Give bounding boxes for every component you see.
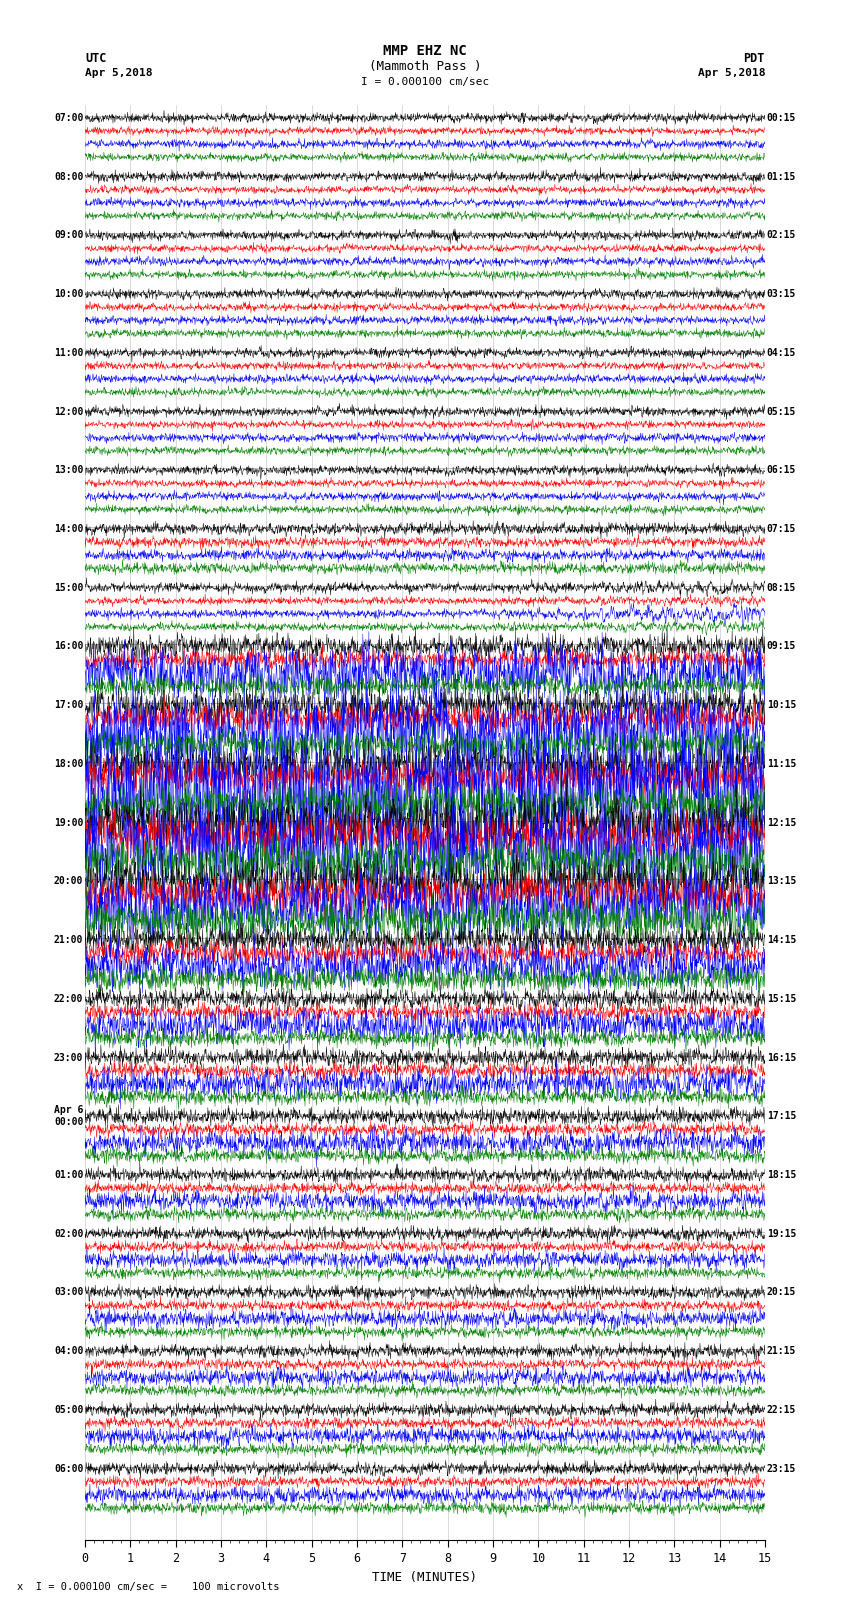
Text: 21:15: 21:15	[767, 1347, 796, 1357]
Text: 22:00: 22:00	[54, 994, 83, 1003]
Text: 06:00: 06:00	[54, 1463, 83, 1474]
Text: 12:00: 12:00	[54, 406, 83, 416]
Text: 05:15: 05:15	[767, 406, 796, 416]
Text: 15:00: 15:00	[54, 582, 83, 592]
Text: 06:15: 06:15	[767, 465, 796, 476]
Text: 10:00: 10:00	[54, 289, 83, 298]
Text: 05:00: 05:00	[54, 1405, 83, 1415]
Text: 23:00: 23:00	[54, 1053, 83, 1063]
Text: x  I = 0.000100 cm/sec =    100 microvolts: x I = 0.000100 cm/sec = 100 microvolts	[17, 1582, 280, 1592]
Text: Apr 5,2018: Apr 5,2018	[85, 68, 152, 77]
Text: Apr 5,2018: Apr 5,2018	[698, 68, 765, 77]
Text: 23:15: 23:15	[767, 1463, 796, 1474]
Text: 12:15: 12:15	[767, 818, 796, 827]
Text: 22:15: 22:15	[767, 1405, 796, 1415]
Text: 00:15: 00:15	[767, 113, 796, 123]
Text: 14:15: 14:15	[767, 936, 796, 945]
Text: 18:15: 18:15	[767, 1169, 796, 1181]
Text: 19:15: 19:15	[767, 1229, 796, 1239]
Text: 17:00: 17:00	[54, 700, 83, 710]
Text: 16:15: 16:15	[767, 1053, 796, 1063]
Text: 14:00: 14:00	[54, 524, 83, 534]
Text: 18:00: 18:00	[54, 758, 83, 769]
X-axis label: TIME (MINUTES): TIME (MINUTES)	[372, 1571, 478, 1584]
Text: 03:00: 03:00	[54, 1287, 83, 1297]
Text: (Mammoth Pass ): (Mammoth Pass )	[369, 60, 481, 73]
Text: 09:15: 09:15	[767, 642, 796, 652]
Text: PDT: PDT	[744, 52, 765, 65]
Text: 20:00: 20:00	[54, 876, 83, 887]
Text: 04:15: 04:15	[767, 348, 796, 358]
Text: 21:00: 21:00	[54, 936, 83, 945]
Text: Apr 6
00:00: Apr 6 00:00	[54, 1105, 83, 1127]
Text: 19:00: 19:00	[54, 818, 83, 827]
Text: 13:15: 13:15	[767, 876, 796, 887]
Text: 01:00: 01:00	[54, 1169, 83, 1181]
Text: 20:15: 20:15	[767, 1287, 796, 1297]
Text: UTC: UTC	[85, 52, 106, 65]
Text: 02:00: 02:00	[54, 1229, 83, 1239]
Text: 11:15: 11:15	[767, 758, 796, 769]
Text: 02:15: 02:15	[767, 231, 796, 240]
Text: 08:15: 08:15	[767, 582, 796, 592]
Text: 11:00: 11:00	[54, 348, 83, 358]
Text: 07:15: 07:15	[767, 524, 796, 534]
Text: MMP EHZ NC: MMP EHZ NC	[383, 44, 467, 58]
Text: 01:15: 01:15	[767, 171, 796, 182]
Text: 17:15: 17:15	[767, 1111, 796, 1121]
Text: 10:15: 10:15	[767, 700, 796, 710]
Text: 03:15: 03:15	[767, 289, 796, 298]
Text: I = 0.000100 cm/sec: I = 0.000100 cm/sec	[361, 77, 489, 87]
Text: 08:00: 08:00	[54, 171, 83, 182]
Text: 15:15: 15:15	[767, 994, 796, 1003]
Text: 07:00: 07:00	[54, 113, 83, 123]
Text: 16:00: 16:00	[54, 642, 83, 652]
Text: 09:00: 09:00	[54, 231, 83, 240]
Text: 13:00: 13:00	[54, 465, 83, 476]
Text: 04:00: 04:00	[54, 1347, 83, 1357]
